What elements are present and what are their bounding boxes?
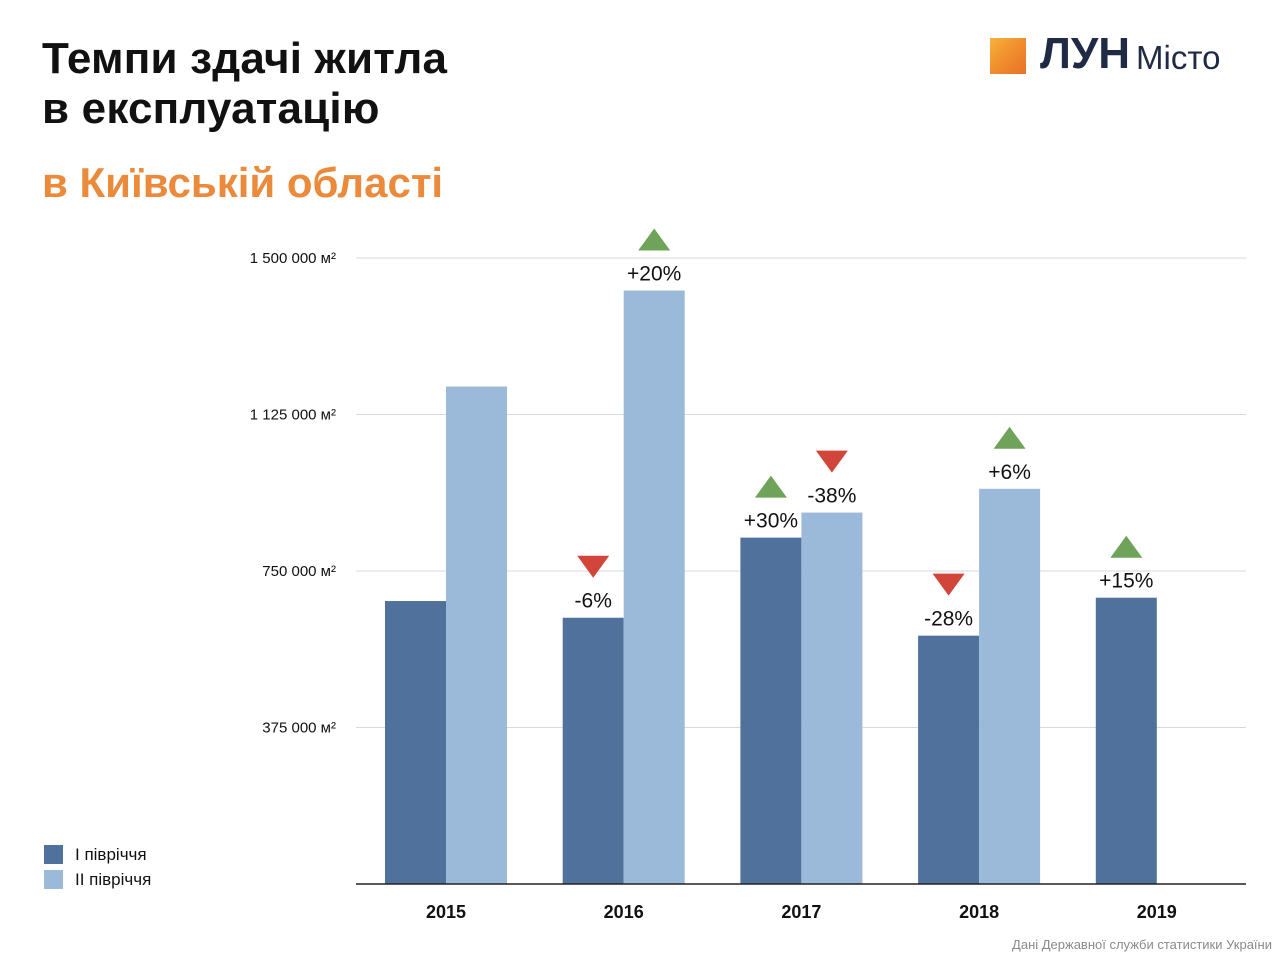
data-label: -28% <box>924 608 973 631</box>
bar <box>740 537 802 884</box>
legend-label-series-2: ІІ півріччя <box>75 869 152 889</box>
y-tick-label: 750 000 м² <box>262 563 336 580</box>
increase-arrow-icon <box>1110 535 1143 558</box>
logo-square-icon <box>990 38 1026 74</box>
decrease-arrow-icon <box>932 573 965 596</box>
x-tick-label: 2016 <box>604 902 644 922</box>
decrease-arrow-icon <box>577 555 610 578</box>
x-tick-label: 2015 <box>426 902 466 922</box>
bar <box>801 512 863 884</box>
page-title: Темпи здачі житла в експлуатацію <box>42 34 447 134</box>
data-label: +30% <box>744 510 798 533</box>
title-line-2: в експлуатацію <box>42 84 380 133</box>
increase-arrow-icon <box>993 426 1026 449</box>
legend-item-series-1: І півріччя <box>44 842 151 867</box>
y-tick-label: 375 000 м² <box>262 720 336 737</box>
logo-sub: Місто <box>1136 39 1221 76</box>
x-tick-label: 2017 <box>781 902 821 922</box>
source-note: Дані Державної служби статистики України <box>1012 937 1272 952</box>
page-subtitle: в Київській області <box>42 159 444 206</box>
bar <box>385 601 446 884</box>
data-label: -38% <box>807 485 856 508</box>
legend-swatch-series-1 <box>44 845 63 864</box>
x-tick-label: 2019 <box>1137 902 1177 922</box>
bar <box>446 386 507 884</box>
data-label: -6% <box>575 590 612 613</box>
bar <box>979 488 1041 884</box>
bar <box>918 635 980 884</box>
data-label: +6% <box>988 461 1031 484</box>
x-tick-label: 2018 <box>959 902 999 922</box>
bar <box>1095 597 1157 884</box>
y-tick-label: 1 500 000 м² <box>250 250 336 267</box>
brand-logo: ЛУН Місто <box>990 32 1260 82</box>
decrease-arrow-icon <box>815 450 848 473</box>
chart-legend: І півріччя ІІ півріччя <box>44 842 151 892</box>
logo-name: ЛУН <box>1040 29 1131 78</box>
bar <box>562 617 624 884</box>
increase-arrow-icon <box>638 228 671 251</box>
legend-item-series-2: ІІ півріччя <box>44 867 151 892</box>
bar <box>623 290 685 884</box>
legend-label-series-1: І півріччя <box>75 844 147 864</box>
data-label: +15% <box>1099 570 1153 593</box>
data-label: +20% <box>627 263 681 286</box>
title-line-1: Темпи здачі житла <box>42 34 448 83</box>
y-tick-label: 1 125 000 м² <box>250 407 336 424</box>
increase-arrow-icon <box>754 475 787 498</box>
legend-swatch-series-2 <box>44 870 63 889</box>
